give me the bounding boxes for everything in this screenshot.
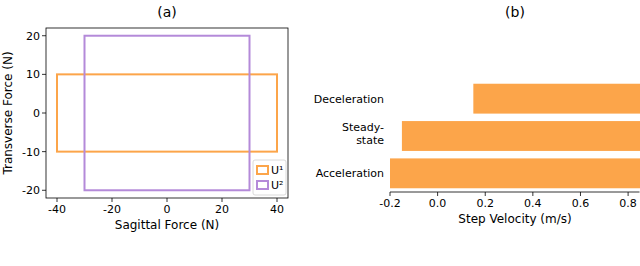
label-line: state: [356, 134, 384, 147]
y-tick: [42, 74, 46, 75]
y-tick: [42, 35, 46, 36]
axes-frame: [46, 28, 288, 198]
x-tick: [628, 192, 629, 196]
x-tick: [532, 192, 533, 196]
x-tick-label: 40: [270, 203, 284, 216]
x-tick-label: 0.0: [429, 197, 447, 210]
x-tick: [390, 192, 391, 196]
plot-area: [390, 84, 640, 189]
x-tick-label: -20: [103, 203, 121, 216]
x-tick-label: -40: [48, 203, 66, 216]
x-tick: [580, 192, 581, 196]
x-tick-label: 0.8: [619, 197, 637, 210]
label-line: Steady-: [342, 121, 384, 134]
x-tick: [222, 198, 223, 202]
x-axis-line: [390, 192, 640, 193]
y-tick-label: -20: [22, 184, 40, 197]
x-tick-label: 0.2: [476, 197, 494, 210]
legend-label: U¹: [271, 164, 283, 177]
plot-area: [57, 36, 277, 191]
y-tick: [42, 190, 46, 191]
panel-title: (b): [505, 4, 525, 20]
figure: (a) -40 -20 0 20 40 Sagittal Force (N) -20 -10 0 1…: [0, 0, 640, 266]
y-axis-label: Transverse Force (N): [1, 51, 15, 175]
bar: [390, 158, 640, 188]
x-tick-label: 0: [164, 203, 171, 216]
bar: [473, 84, 640, 114]
x-tick-label: 0.4: [524, 197, 542, 210]
x-axis-label: Sagittal Force (N): [115, 218, 219, 232]
legend-box: [253, 160, 286, 195]
x-tick-label: 20: [215, 203, 229, 216]
category-label: Steady-state: [342, 121, 384, 147]
x-tick: [167, 198, 168, 202]
range-rect: [85, 36, 250, 191]
legend-label: U²: [271, 179, 283, 192]
x-tick: [112, 198, 113, 202]
x-tick: [485, 192, 486, 196]
category-label: Deceleration: [314, 93, 384, 106]
x-tick-label: -0.2: [379, 197, 400, 210]
x-tick: [277, 198, 278, 202]
y-tick-label: 0: [33, 107, 40, 120]
panel: (a) -40 -20 0 20 40 Sagittal Force (N) -20 -10 0 1…: [1, 4, 288, 232]
legend-swatch: [257, 166, 268, 174]
category-label: Acceleration: [316, 167, 384, 180]
x-tick-label: 0.6: [572, 197, 590, 210]
bar: [402, 121, 640, 151]
legend-swatch: [257, 181, 268, 189]
x-tick: [437, 192, 438, 196]
y-tick-label: 20: [26, 30, 40, 43]
panel: (b) -0.2 0.0 0.2 0.4 0.6 0.8 Step Velocity (m/s…: [314, 4, 640, 226]
panel-title: (a): [157, 4, 177, 20]
y-tick: [42, 113, 46, 114]
range-rect: [57, 74, 277, 151]
x-axis-label: Step Velocity (m/s): [458, 212, 571, 226]
y-tick-label: 10: [26, 68, 40, 81]
x-tick: [57, 198, 58, 202]
y-tick-label: -10: [22, 146, 40, 159]
y-tick: [42, 151, 46, 152]
legend: U¹ U²: [253, 160, 286, 195]
